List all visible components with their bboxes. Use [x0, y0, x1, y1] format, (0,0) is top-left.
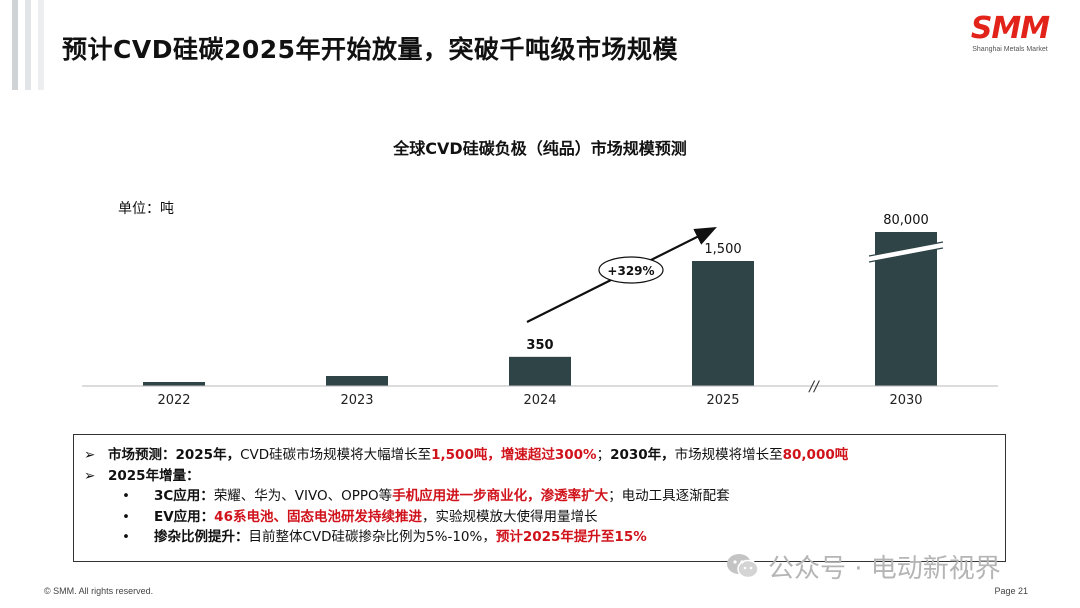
- info-line-ev: • EV应用：46系电池、固态电池研发持续推进，实验规模放大使得用量增长: [84, 507, 1005, 528]
- axis-break-marker: //: [807, 379, 820, 395]
- arrow-bullet-icon: ➢: [84, 467, 96, 484]
- bar-break-mark: [868, 242, 944, 262]
- info-box: ➢ 市场预测：2025年，CVD硅碳市场规模将大幅增长至1,500吨，增速超过30…: [73, 434, 1006, 562]
- page-title: 预计CVD硅碳2025年开始放量，突破千吨级市场规模: [62, 35, 679, 64]
- info-text-highlight: 46系电池、固态电池研发持续推进: [214, 508, 422, 525]
- info-text-highlight: 80,000吨: [782, 447, 849, 463]
- arrow-bullet-icon: ➢: [84, 447, 96, 463]
- info-text-highlight: 手机应用进一步商业化，渗透率扩大: [392, 488, 609, 504]
- smm-logo: SMM Shanghai Metals Market: [968, 11, 1052, 54]
- dot-bullet-icon: •: [122, 529, 130, 545]
- info-line-market-forecast: ➢ 市场预测：2025年，CVD硅碳市场规模将大幅增长至1,500吨，增速超过30…: [84, 445, 1005, 466]
- info-text-highlight: 1,500吨，增速超过300%: [431, 447, 597, 463]
- bar-break-line: [868, 241, 944, 257]
- info-text-highlight: 预计2025年提升至15%: [495, 529, 647, 545]
- page-number: Page 21: [994, 586, 1028, 596]
- info-text: ；: [596, 447, 611, 463]
- decor-bar-1: [12, 0, 18, 90]
- dot-bullet-icon: •: [122, 488, 130, 504]
- data-label: 80,000: [883, 213, 929, 228]
- logo-subtitle: Shanghai Metals Market: [972, 46, 1048, 53]
- logo-text: SMM: [970, 11, 1050, 46]
- decor-bar-2: [25, 0, 31, 90]
- info-text-bold: 2030年，: [610, 447, 675, 463]
- bar-2024: [509, 356, 571, 386]
- x-tick-label: 2022: [157, 393, 190, 408]
- watermark-text: 公众号 · 电动新视界: [768, 554, 1001, 584]
- info-text: ，实验规模放大使得用量增长: [421, 508, 598, 525]
- unit-label: 单位：吨: [118, 201, 174, 217]
- data-label: 1,500: [704, 242, 741, 257]
- x-tick-label: 2025: [706, 393, 739, 408]
- info-line-3c: • 3C应用：荣耀、华为、VIVO、OPPO等手机应用进一步商业化，渗透率扩大；电…: [84, 486, 1005, 507]
- watermark: 公众号 · 电动新视界: [726, 548, 1001, 587]
- info-text: 目前整体CVD硅碳掺杂比例为5%-10%，: [248, 529, 496, 545]
- x-tick-label: 2024: [523, 393, 556, 408]
- growth-annotation-oval: [598, 256, 664, 284]
- bar-2022: [143, 382, 205, 386]
- bar-2025: [692, 261, 754, 386]
- info-line-doping: • 掺杂比例提升：目前整体CVD硅碳掺杂比例为5%-10%，预计2025年提升至1…: [84, 527, 1005, 548]
- info-label: 2025年增量：: [108, 467, 200, 484]
- info-label: 市场预测：: [108, 447, 176, 463]
- info-text: 市场规模将增长至: [674, 447, 783, 463]
- info-line-2025-increment: ➢ 2025年增量：: [84, 466, 1005, 487]
- info-text: 荣耀、华为、VIVO、OPPO等: [213, 488, 393, 504]
- decor-bar-3: [38, 0, 44, 90]
- info-text-bold: 2025年，: [175, 447, 241, 463]
- chart-title: 全球CVD硅碳负极（纯品）市场规模预测: [392, 139, 686, 158]
- info-text: CVD硅碳市场规模将大幅增长至: [240, 447, 432, 463]
- info-text: ；电动工具逐渐配套: [608, 488, 730, 504]
- dot-bullet-icon: •: [122, 508, 130, 525]
- copyright: © SMM. All rights reserved.: [44, 586, 154, 596]
- info-label: 3C应用：: [154, 488, 214, 504]
- bar-2023: [326, 376, 388, 386]
- x-tick-label: 2030: [889, 393, 922, 408]
- info-label: EV应用：: [154, 508, 215, 525]
- wechat-icon: [726, 552, 760, 587]
- data-label: 350: [526, 338, 553, 353]
- bar-break-line: [868, 247, 944, 263]
- x-tick-label: 2023: [340, 393, 373, 408]
- growth-annotation-text: +329%: [607, 264, 654, 278]
- info-label: 掺杂比例提升：: [154, 529, 249, 545]
- bar-chart: 全球CVD硅碳负极（纯品）市场规模预测 单位：吨 2022 2023 2024 202…: [82, 139, 998, 408]
